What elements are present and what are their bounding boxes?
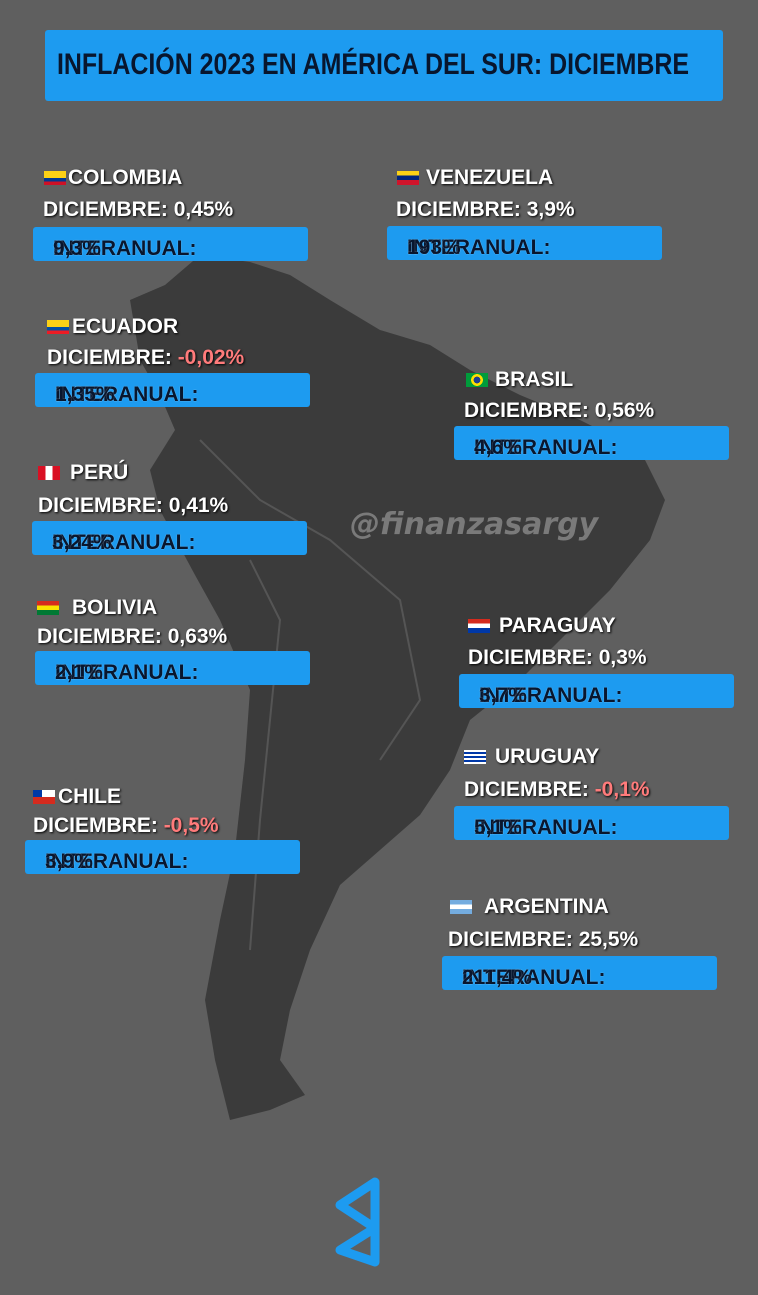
flag [37,601,59,615]
flag [47,320,69,334]
monthly-value: 0,63% [167,625,228,648]
monthly-row: DICIEMBRE: 0,41% [38,494,228,518]
monthly-row: DICIEMBRE: 3,9% [396,198,575,222]
annual-label: INTERANUAL: [52,531,196,554]
annual-value: 2,1% [55,661,103,684]
annual-value: 4,6% [474,436,522,459]
country-name: ECUADOR [72,315,179,338]
annual-value: 3,7% [479,684,527,707]
monthly-row: DICIEMBRE: 25,5% [448,928,638,952]
annual-box: INTERANUAL: 3,7% [459,674,734,708]
monthly-value: 0,56% [594,399,655,422]
country-name: CHILE [58,785,121,808]
monthly-label: DICIEMBRE: [47,346,172,369]
monthly-row: DICIEMBRE: -0,02% [47,346,244,370]
annual-value: 3,9% [45,850,93,873]
monthly-label: DICIEMBRE: [448,928,573,951]
country-name: ARGENTINA [484,895,609,918]
annual-value: 5,1% [474,816,522,839]
country-name: COLOMBIA [68,166,183,189]
country-name: VENEZUELA [426,166,554,189]
annual-value: 3,24% [52,531,112,554]
monthly-label: DICIEMBRE: [464,399,589,422]
annual-label: INTERANUAL: [53,237,197,260]
annual-box: INTERANUAL: 193% [387,226,662,260]
annual-box: INTERANUAL: 5,1% [454,806,729,840]
annual-label: INTERANUAL: [45,850,189,873]
annual-label: INTERANUAL: [462,966,606,989]
title-box [45,30,723,101]
annual-box: INTERANUAL: 1,35% [35,373,310,407]
monthly-row: DICIEMBRE: -0,1% [464,778,650,802]
monthly-value: 0,45% [173,198,234,221]
monthly-row: DICIEMBRE: 0,45% [43,198,233,222]
flag [464,750,486,764]
flag [38,466,60,480]
monthly-value: -0,5% [163,814,219,837]
monthly-label: DICIEMBRE: [38,494,163,517]
annual-value: 1,35% [55,383,115,406]
annual-value: 193% [407,236,461,259]
annual-value: 9,3% [53,237,101,260]
annual-box: INTERANUAL: 211,4% [442,956,717,990]
flag [468,619,490,633]
monthly-label: DICIEMBRE: [43,198,168,221]
logo [335,1177,380,1267]
annual-label: INTERANUAL: [474,436,618,459]
monthly-value: -0,02% [177,346,245,369]
annual-box: INTERANUAL: 3,9% [25,840,300,874]
monthly-value: 3,9% [526,198,575,221]
flag [466,373,488,387]
continent [130,255,665,1120]
annual-label: INTERANUAL: [474,816,618,839]
monthly-value: -0,1% [594,778,650,801]
monthly-label: DICIEMBRE: [396,198,521,221]
country-name: PERÚ [70,461,129,484]
country-name: BOLIVIA [72,596,158,619]
monthly-value: 0,41% [168,494,229,517]
country-name: PARAGUAY [499,614,616,637]
watermark: @finanzasargy [350,507,600,542]
annual-label: INTERANUAL: [55,661,199,684]
monthly-row: DICIEMBRE: 0,56% [464,399,654,423]
country-name: URUGUAY [495,745,600,768]
flag [450,900,472,914]
annual-label: INTERANUAL: [407,236,551,259]
annual-label: INTERANUAL: [479,684,623,707]
monthly-value: 0,3% [598,646,647,669]
flag [397,171,419,185]
monthly-label: DICIEMBRE: [37,625,162,648]
flag [33,790,55,804]
monthly-row: DICIEMBRE: 0,3% [468,646,647,670]
annual-label: INTERANUAL: [55,383,199,406]
title: INFLACIÓN 2023 EN AMÉRICA DEL SUR: DICIE… [57,47,689,81]
annual-box: INTERANUAL: 4,6% [454,426,729,460]
monthly-label: DICIEMBRE: [33,814,158,837]
monthly-value: 25,5% [578,928,639,951]
border [199,439,422,761]
monthly-label: DICIEMBRE: [468,646,593,669]
monthly-label: DICIEMBRE: [464,778,589,801]
monthly-row: DICIEMBRE: 0,63% [37,625,227,649]
country-name: BRASIL [495,368,574,391]
annual-box: INTERANUAL: 2,1% [35,651,310,685]
annual-value: 211,4% [462,966,533,989]
monthly-row: DICIEMBRE: -0,5% [33,814,219,838]
flag [44,171,66,185]
annual-box: INTERANUAL: 9,3% [33,227,308,261]
annual-box: INTERANUAL: 3,24% [32,521,307,555]
